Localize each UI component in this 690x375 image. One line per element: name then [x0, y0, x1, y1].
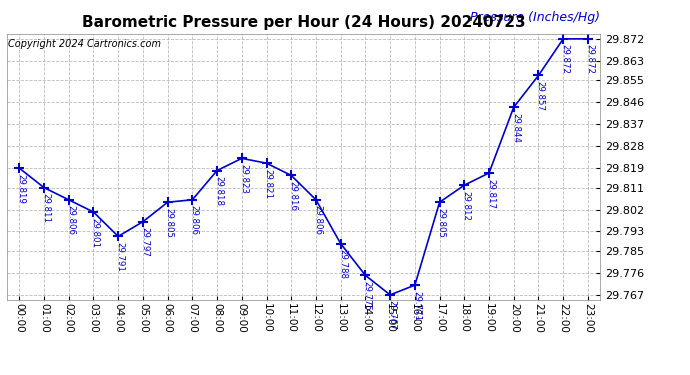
- Text: 29.788: 29.788: [338, 249, 347, 279]
- Text: 29.811: 29.811: [41, 193, 50, 223]
- Text: 29.857: 29.857: [535, 81, 544, 111]
- Text: 29.823: 29.823: [239, 164, 248, 194]
- Text: 29.872: 29.872: [585, 44, 594, 74]
- Text: 29.805: 29.805: [437, 208, 446, 238]
- Title: Barometric Pressure per Hour (24 Hours) 20240723: Barometric Pressure per Hour (24 Hours) …: [82, 15, 525, 30]
- Text: 29.816: 29.816: [288, 181, 297, 211]
- Text: 29.797: 29.797: [140, 227, 149, 257]
- Text: 29.812: 29.812: [462, 191, 471, 221]
- Text: 29.844: 29.844: [511, 113, 520, 143]
- Text: 29.791: 29.791: [115, 242, 124, 272]
- Text: 29.806: 29.806: [190, 206, 199, 236]
- Text: Copyright 2024 Cartronics.com: Copyright 2024 Cartronics.com: [8, 39, 161, 49]
- Text: 29.767: 29.767: [387, 300, 396, 330]
- Text: 29.801: 29.801: [90, 217, 99, 248]
- Text: 29.805: 29.805: [165, 208, 174, 238]
- Text: 29.872: 29.872: [560, 44, 569, 74]
- Text: 29.819: 29.819: [17, 174, 26, 204]
- Text: 29.806: 29.806: [66, 206, 75, 236]
- Text: 29.771: 29.771: [412, 291, 421, 321]
- Text: 29.806: 29.806: [313, 206, 322, 236]
- Text: Pressure (Inches/Hg): Pressure (Inches/Hg): [471, 11, 600, 24]
- Text: 29.818: 29.818: [215, 176, 224, 206]
- Text: 29.821: 29.821: [264, 169, 273, 199]
- Text: 29.775: 29.775: [363, 281, 372, 311]
- Text: 29.817: 29.817: [486, 178, 495, 209]
